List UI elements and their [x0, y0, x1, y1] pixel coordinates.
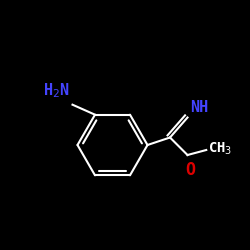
Text: NH: NH [190, 100, 208, 115]
Text: H$_2$N: H$_2$N [43, 81, 70, 100]
Text: O: O [185, 161, 195, 179]
Text: CH$_3$: CH$_3$ [208, 140, 232, 157]
